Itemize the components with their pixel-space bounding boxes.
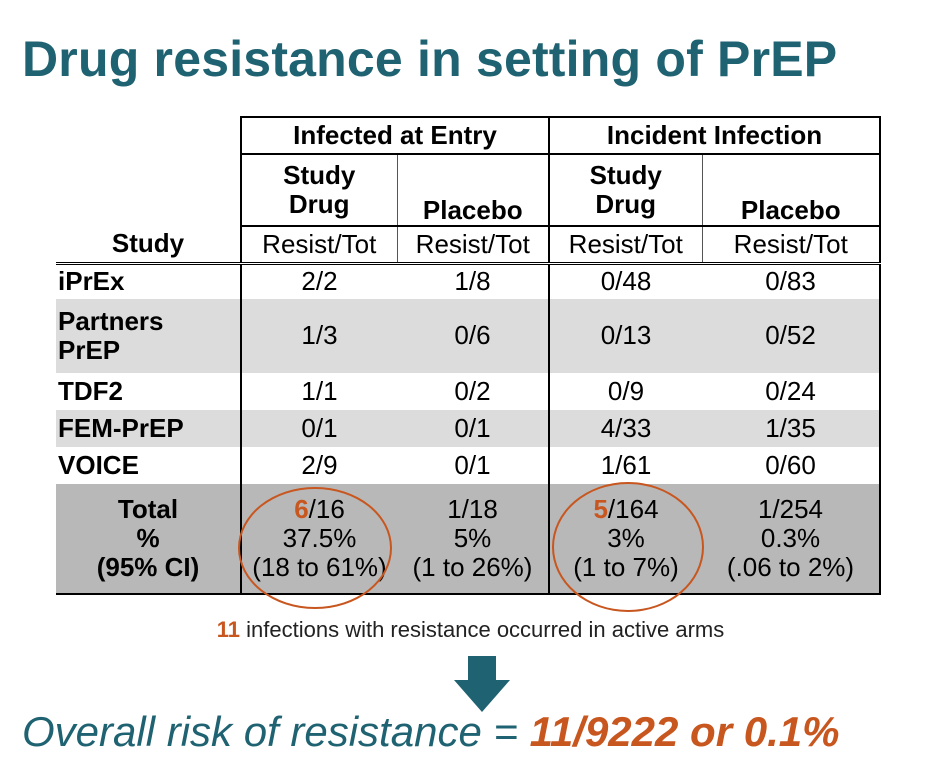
- conclusion-value: 11/9222 or 0.1%: [529, 708, 840, 755]
- resistance-table: Infected at Entry Incident Infection Stu…: [56, 116, 881, 595]
- study-name: VOICE: [58, 449, 139, 480]
- cell: 0/1: [240, 410, 397, 447]
- sub-header: Resist/Tot: [240, 225, 398, 265]
- cell: 2/2: [240, 263, 397, 299]
- empty-corner: [56, 117, 241, 154]
- total-cell: 1/254 0.3% (.06 to 2%): [702, 484, 881, 595]
- highlight-circle: [552, 482, 704, 612]
- sub-header: Resist/Tot: [702, 225, 881, 265]
- cell: 1/1: [240, 373, 397, 410]
- total-label: Total % (95% CI): [56, 484, 241, 595]
- table-row: iPrEx 2/2 1/8 0/48 0/83: [56, 263, 881, 299]
- cell: 0/83: [702, 263, 881, 299]
- table-row: FEM-PrEP 0/1 0/1 4/33 1/35: [56, 410, 881, 447]
- cell: 1/8: [397, 263, 550, 299]
- cell: 1/35: [702, 410, 881, 447]
- arm-header-study-drug: Study Drug: [240, 154, 398, 226]
- cell: 0/6: [397, 299, 550, 373]
- table-row: Partners PrEP 1/3 0/6 0/13 0/52: [56, 299, 881, 373]
- total-row: Total % (95% CI) 6/16 37.5% (18 to 61%) …: [56, 484, 881, 595]
- study-name: Partners PrEP: [58, 305, 164, 365]
- conclusion: Overall risk of resistance = 11/9222 or …: [22, 708, 840, 755]
- study-name: iPrEx: [58, 266, 125, 297]
- total-cell: 1/18 5% (1 to 26%): [397, 484, 550, 595]
- arm-header-study-drug: Study Drug: [549, 154, 703, 226]
- page-title: Drug resistance in setting of PrEP: [22, 31, 838, 87]
- cell: 0/1: [397, 410, 550, 447]
- cell: 2/9: [240, 447, 397, 484]
- cell: 0/24: [702, 373, 881, 410]
- table-row: TDF2 1/1 0/2 0/9 0/24: [56, 373, 881, 410]
- cell: 0/52: [702, 299, 881, 373]
- group-header-incident: Incident Infection: [549, 116, 881, 155]
- cell: 0/60: [702, 447, 881, 484]
- cell: 1/61: [600, 449, 652, 480]
- sub-header: Resist/Tot: [397, 225, 550, 265]
- cell: 0/1: [397, 447, 550, 484]
- study-name: FEM-PrEP: [58, 412, 184, 443]
- cell: 0/48: [600, 266, 652, 297]
- group-header-entry: Infected at Entry: [240, 116, 550, 155]
- highlight-circle: [238, 487, 392, 609]
- table-row: VOICE 2/9 0/1 1/61 0/60: [56, 447, 881, 484]
- cell: 1/3: [240, 299, 397, 373]
- resistance-note: 11 infections with resistance occurred i…: [216, 617, 725, 642]
- cell: 0/9: [607, 375, 645, 406]
- sub-header: Resist/Tot: [549, 225, 703, 265]
- study-column-header: Study: [56, 226, 241, 265]
- arm-header-placebo: Placebo: [702, 154, 881, 226]
- study-name: TDF2: [58, 375, 123, 406]
- down-arrow-icon: [454, 656, 510, 712]
- cell: 0/13: [600, 320, 652, 351]
- cell: 4/33: [600, 412, 652, 443]
- arm-header-placebo: Placebo: [397, 154, 550, 226]
- empty-cell: [56, 154, 241, 226]
- cell: 0/2: [397, 373, 550, 410]
